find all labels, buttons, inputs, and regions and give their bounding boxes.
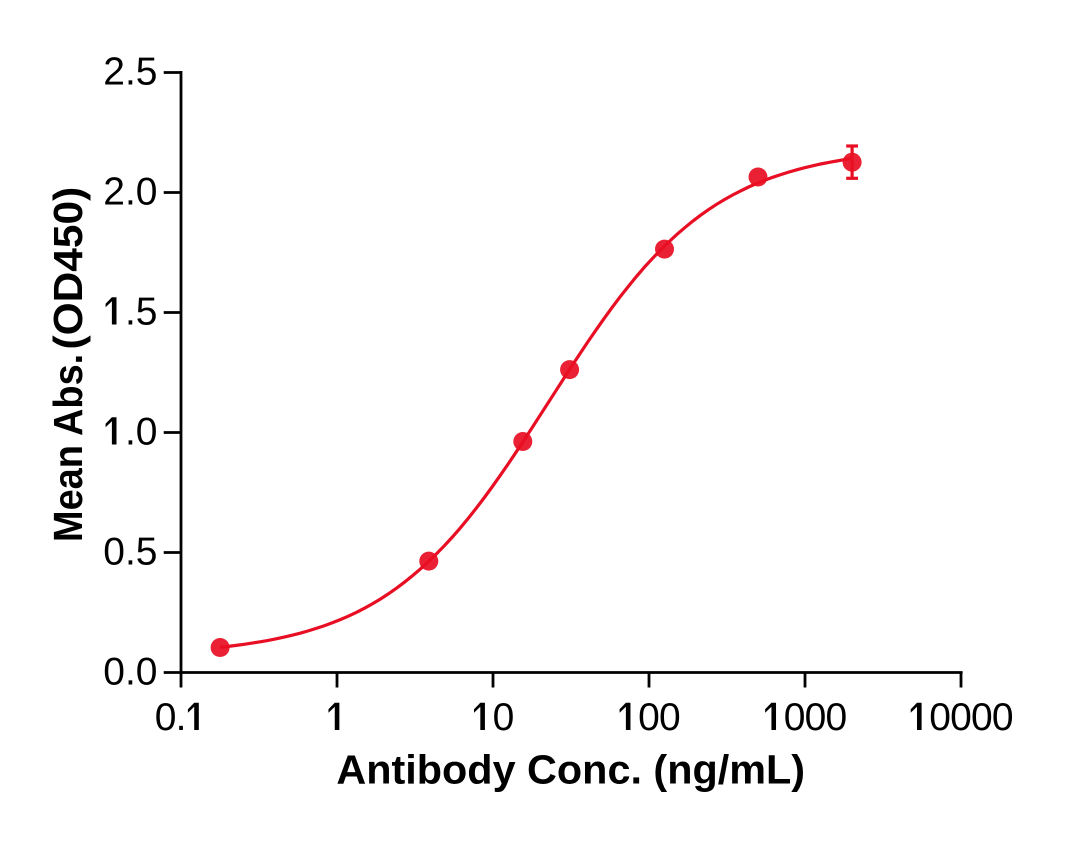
svg-text:2.5: 2.5 (103, 51, 157, 94)
svg-text:0.: 0. (155, 696, 186, 739)
svg-text:.5: .5 (125, 291, 158, 334)
svg-text:Mean Abs.: Mean Abs. (46, 354, 92, 542)
svg-text:0: 0 (493, 696, 514, 739)
svg-text:(OD450): (OD450) (45, 187, 91, 350)
svg-text:0000: 0000 (929, 696, 1013, 739)
svg-text:0.5: 0.5 (103, 531, 157, 574)
svg-text:00: 00 (638, 696, 680, 739)
svg-text:2.0: 2.0 (103, 171, 157, 214)
svg-text:.0: .0 (125, 411, 158, 454)
svg-text:0.0: 0.0 (103, 651, 157, 694)
svg-text:Antibody Conc. (ng/mL): Antibody Conc. (ng/mL) (336, 747, 805, 793)
svg-text:000: 000 (784, 696, 847, 739)
